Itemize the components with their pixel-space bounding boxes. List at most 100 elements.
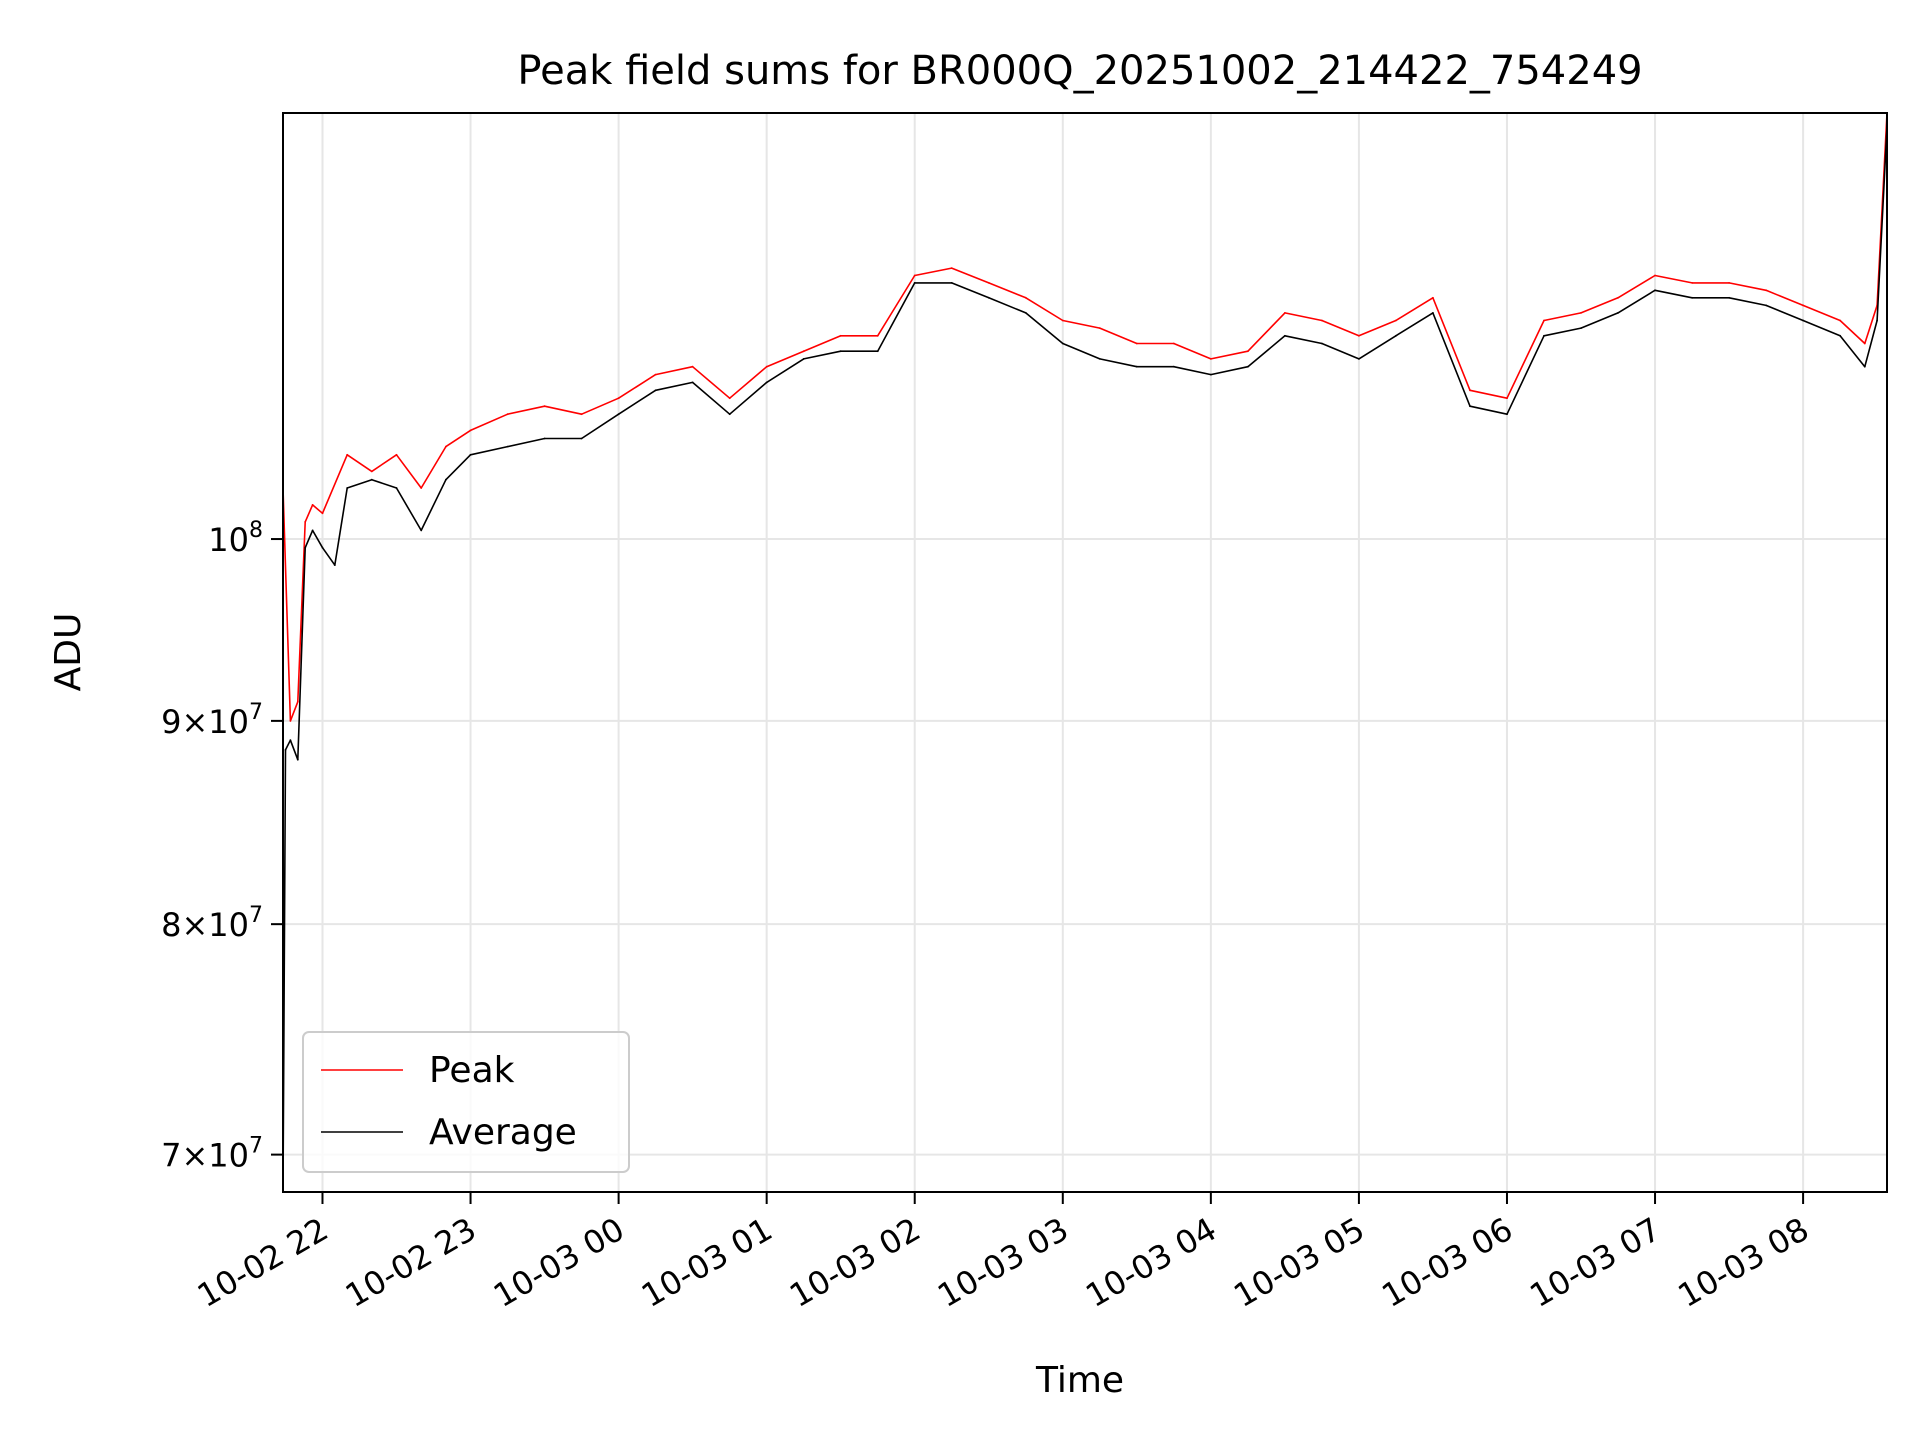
series-point-peak [1432,296,1434,299]
series-point-average [445,478,447,481]
series-point-peak [445,445,447,448]
series-point-average [506,445,509,448]
series-line-peak [283,112,1887,722]
series-point-average [420,529,423,532]
series-point-average [765,381,768,384]
series-point-average [1543,334,1545,337]
series-point-peak [1506,397,1508,400]
series-point-average [1765,304,1767,307]
series-point-average [987,296,990,299]
series-point-average [802,358,805,360]
series-point-peak [728,397,731,400]
series-point-peak [580,413,583,416]
series-point-peak [1024,296,1027,299]
series-point-peak [1210,358,1212,360]
series-point-average [1863,365,1866,368]
series-point-average [950,282,953,284]
series-point-peak [370,470,373,473]
plot-frame [282,112,1888,1193]
y-tick-label: 8×107 [161,903,263,944]
series-point-average [1839,334,1841,337]
series-point-average [654,389,657,392]
y-tick-label: 7×107 [161,1134,263,1175]
series-point-peak [506,413,509,416]
series-point-average [346,487,349,489]
series-point-average [1024,312,1027,314]
series-point-average [1395,334,1397,337]
series-point-average [839,350,842,353]
series-point-peak [543,405,546,408]
series-point-peak [1543,319,1545,322]
series-point-average [1172,365,1175,368]
series-point-average [284,749,287,751]
series-point-average [543,437,546,440]
series-point-peak [950,267,953,269]
series-point-peak [1098,327,1101,329]
series-point-peak [839,334,842,337]
series-point-average [1432,312,1434,314]
series-point-average [395,487,398,489]
series-point-average [1654,289,1656,292]
series-point-peak [765,365,768,368]
y-tick-label: 9×107 [161,700,263,741]
series-point-average [1506,413,1508,416]
series-point-peak [1580,312,1582,314]
series-point-average [469,453,472,456]
y-tick-label: 108 [208,518,263,559]
series-point-average [1802,319,1804,322]
series-point-peak [469,429,472,432]
series-point-average [1358,358,1360,360]
series-layer [283,112,1887,1192]
series-point-peak [395,453,398,456]
series-point-average [296,758,299,761]
series-point-peak [1358,334,1360,337]
series-point-peak [1691,282,1693,284]
grid [283,113,1887,1192]
series-point-average [370,478,373,481]
series-point-average [321,546,324,549]
series-point-average [1061,342,1064,345]
series-point-peak [304,521,307,523]
series-point-peak [1839,319,1841,322]
series-point-peak [321,512,324,515]
series-point-average [1135,365,1138,368]
series-point-average [1691,296,1693,299]
series-point-average [876,350,879,353]
series-point-peak [1765,289,1767,292]
series-point-average [913,282,916,284]
series-point-average [1469,405,1471,408]
series-point-peak [802,350,805,353]
series-point-peak [1247,350,1249,353]
series-line-average [283,126,1887,1192]
series-point-peak [1654,274,1656,277]
series-point-peak [876,334,879,337]
series-point-peak [289,720,292,722]
series-point-peak [1321,319,1323,322]
series-point-average [1580,327,1582,329]
legend: Peak Average [302,1031,630,1173]
series-point-average [1617,312,1619,314]
series-point-peak [1802,304,1804,307]
series-point-average [289,739,292,742]
series-point-peak [1284,312,1286,314]
series-point-peak [1395,319,1397,322]
series-point-peak [346,453,349,456]
series-point-peak [1061,319,1064,322]
series-point-peak [311,504,314,506]
series-point-average [728,413,731,416]
series-point-average [333,564,336,566]
x-axis-label: Time [1035,1360,1124,1401]
chart-title: Peak field sums for BR000Q_20251002_2144… [517,48,1642,94]
series-point-peak [913,274,916,277]
legend-label-peak: Peak [429,1050,515,1091]
series-point-peak [691,365,694,368]
series-point-peak [420,487,423,489]
series-point-peak [1617,296,1619,299]
series-point-peak [987,282,990,284]
series-point-average [1321,342,1323,345]
series-point-average [1728,296,1730,299]
series-point-peak [1135,342,1138,345]
series-point-average [617,413,620,416]
